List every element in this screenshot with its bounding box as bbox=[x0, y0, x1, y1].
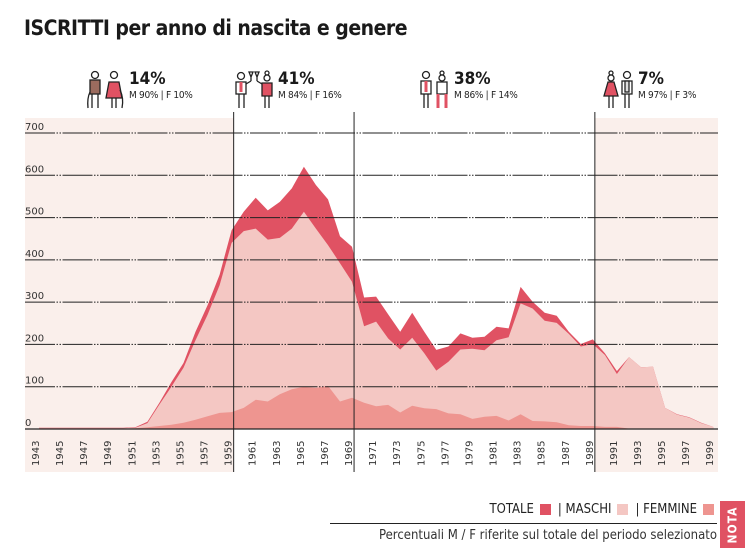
legend-label-totale: TOTALE bbox=[489, 502, 534, 517]
x-tick-label: 1957 bbox=[200, 441, 211, 466]
x-tick-label: 1963 bbox=[272, 441, 283, 466]
period-percent: 41% bbox=[278, 69, 315, 89]
x-tick-label: 1993 bbox=[633, 441, 644, 466]
period-group-1970-1989[interactable]: 38% M 86% | F 14% bbox=[419, 70, 518, 110]
series-area-maschi bbox=[39, 211, 714, 429]
x-tick-label: 1971 bbox=[368, 441, 379, 466]
chart-title: ISCRITTI per anno di nascita e genere bbox=[24, 16, 408, 40]
x-tick-label: 1969 bbox=[344, 441, 355, 466]
legend-label-maschi: | MASCHI bbox=[557, 502, 612, 517]
period-group-1943-1959[interactable]: 14% M 90% | F 10% bbox=[84, 70, 193, 110]
x-tick-label: 1987 bbox=[561, 441, 572, 466]
y-tick-label: 200 bbox=[25, 333, 44, 344]
y-tick-label: 600 bbox=[25, 164, 44, 175]
footnote: Percentuali M / F riferite sul totale de… bbox=[379, 528, 717, 543]
legend-divider bbox=[330, 523, 717, 524]
period-gender-split: M 90% | F 10% bbox=[129, 90, 193, 101]
legend-swatch-femmine bbox=[703, 504, 714, 515]
x-tick-label: 1955 bbox=[175, 441, 186, 466]
x-tick-label: 1953 bbox=[151, 441, 162, 466]
young-adults-icon bbox=[420, 70, 448, 108]
x-tick-label: 1949 bbox=[103, 441, 114, 466]
period-percent: 7% bbox=[638, 69, 664, 89]
period-group-1990-1999[interactable]: 7% M 97% | F 3% bbox=[603, 70, 696, 110]
legend: TOTALE | MASCHI | FEMMINE bbox=[489, 502, 717, 517]
x-tick-label: 1977 bbox=[440, 441, 451, 466]
y-tick-label: 500 bbox=[25, 207, 44, 218]
period-percent: 38% bbox=[454, 69, 491, 89]
legend-swatch-totale bbox=[539, 504, 551, 515]
x-tick-label: 1979 bbox=[464, 441, 475, 466]
adults-toasting-icon bbox=[235, 70, 273, 108]
x-tick-label: 1991 bbox=[609, 441, 620, 466]
legend-label-femmine: | FEMMINE bbox=[635, 502, 697, 517]
x-tick-label: 1983 bbox=[513, 441, 524, 466]
period-group-1960-1969[interactable]: 41% M 84% | F 16% bbox=[233, 70, 342, 110]
x-tick-label: 1945 bbox=[55, 441, 66, 466]
elderly-couple-icon bbox=[87, 70, 124, 109]
x-tick-label: 1965 bbox=[296, 441, 307, 466]
youth-couple-icon bbox=[603, 70, 633, 108]
x-tick-label: 1959 bbox=[224, 441, 235, 466]
x-tick-label: 1999 bbox=[705, 441, 716, 466]
period-gender-split: M 84% | F 16% bbox=[278, 90, 342, 101]
y-tick-label: 700 bbox=[25, 122, 44, 133]
x-tick-label: 1943 bbox=[31, 441, 42, 466]
period-gender-split: M 86% | F 14% bbox=[454, 90, 518, 101]
x-tick-label: 1997 bbox=[681, 441, 692, 466]
y-tick-label: 300 bbox=[25, 291, 44, 302]
y-tick-label: 100 bbox=[25, 376, 44, 387]
nota-tab-label: NOTA bbox=[725, 506, 740, 543]
x-tick-label: 1967 bbox=[320, 441, 331, 466]
x-tick-label: 1995 bbox=[657, 441, 668, 466]
x-tick-label: 1981 bbox=[489, 441, 500, 466]
x-tick-label: 1973 bbox=[392, 441, 403, 466]
x-tick-label: 1951 bbox=[127, 441, 138, 466]
y-tick-label: 400 bbox=[25, 249, 44, 260]
period-gender-split: M 97% | F 3% bbox=[638, 90, 697, 101]
nota-tab-button[interactable]: NOTA bbox=[720, 501, 745, 548]
period-percent: 14% bbox=[129, 69, 166, 89]
x-tick-label: 1975 bbox=[416, 441, 427, 466]
x-tick-label: 1985 bbox=[537, 441, 548, 466]
x-tick-label: 1961 bbox=[248, 441, 259, 466]
legend-swatch-maschi bbox=[617, 504, 629, 515]
x-tick-label: 1989 bbox=[585, 441, 596, 466]
series-area-femmine bbox=[39, 385, 714, 429]
y-tick-label: 0 bbox=[25, 418, 31, 429]
x-tick-label: 1947 bbox=[79, 441, 90, 466]
